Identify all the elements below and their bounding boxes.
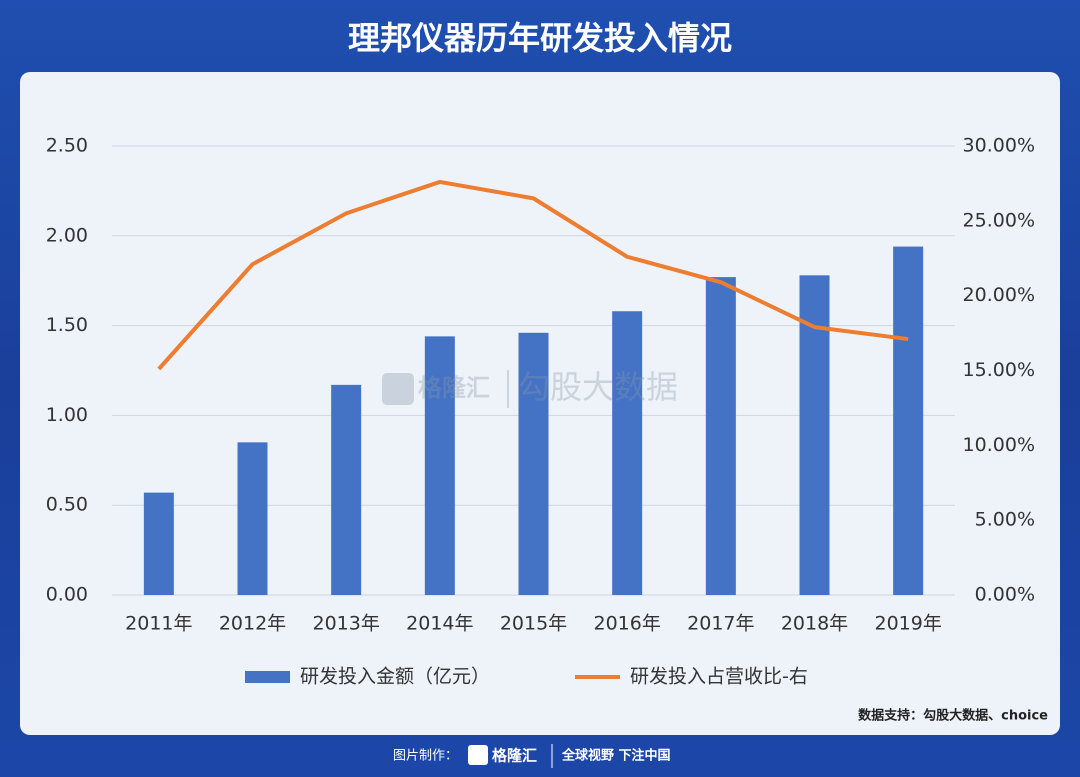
y2-tick-label: 10.00%	[963, 434, 1035, 456]
bar	[518, 332, 549, 595]
footer-logo	[468, 745, 488, 765]
legend-label: 研发投入占营收比-右	[630, 666, 808, 688]
y-tick-label: 0.50	[46, 494, 88, 516]
bar	[143, 492, 174, 595]
x-tick-label: 2019年	[874, 613, 941, 635]
y-tick-label: 1.50	[46, 314, 88, 336]
y-tick-label: 1.00	[46, 404, 88, 426]
source: 数据支持：勾股大数据、choice	[858, 708, 1048, 724]
y2-tick-label: 5.00%	[975, 509, 1035, 531]
line	[157, 179, 909, 371]
x-tick-label: 2014年	[406, 613, 473, 635]
y-tick-label: 2.00	[46, 224, 88, 246]
bar	[705, 277, 736, 595]
y2-tick-label: 30.00%	[963, 135, 1035, 157]
x-tick-label: 2015年	[500, 613, 567, 635]
y2-tick-label: 25.00%	[963, 209, 1035, 231]
bar	[237, 442, 268, 595]
watermark-logo	[382, 373, 414, 405]
footer-label: 图片制作：	[393, 749, 458, 764]
bar	[612, 311, 643, 595]
y2-tick-label: 15.00%	[963, 359, 1035, 381]
bar	[424, 336, 455, 595]
y-tick-label: 0.00	[46, 584, 88, 606]
footer-slogan: 全球视野 下注中国	[561, 748, 671, 764]
x-tick-label: 2016年	[593, 613, 660, 635]
bar	[893, 246, 924, 596]
y-tick-label: 2.50	[46, 135, 88, 157]
watermark: 格隆汇 勾股大数据	[382, 368, 678, 408]
x-tick-label: 2013年	[312, 613, 379, 635]
y2-tick-label: 0.00%	[975, 584, 1035, 606]
y2-tick-label: 20.00%	[963, 284, 1035, 306]
watermark-brand: 格隆汇	[418, 374, 490, 402]
watermark-text: 勾股大数据	[518, 368, 678, 406]
legend-swatch	[245, 671, 290, 683]
x-tick-label: 2012年	[219, 613, 286, 635]
legend-label: 研发投入金额（亿元）	[300, 666, 490, 688]
x-tick-label: 2017年	[687, 613, 754, 635]
title: 理邦仪器历年研发投入情况	[348, 19, 732, 57]
footer-brand: 格隆汇	[492, 747, 537, 765]
x-tick-label: 2018年	[781, 613, 848, 635]
x-tick-label: 2011年	[125, 613, 192, 635]
bar	[331, 384, 362, 595]
